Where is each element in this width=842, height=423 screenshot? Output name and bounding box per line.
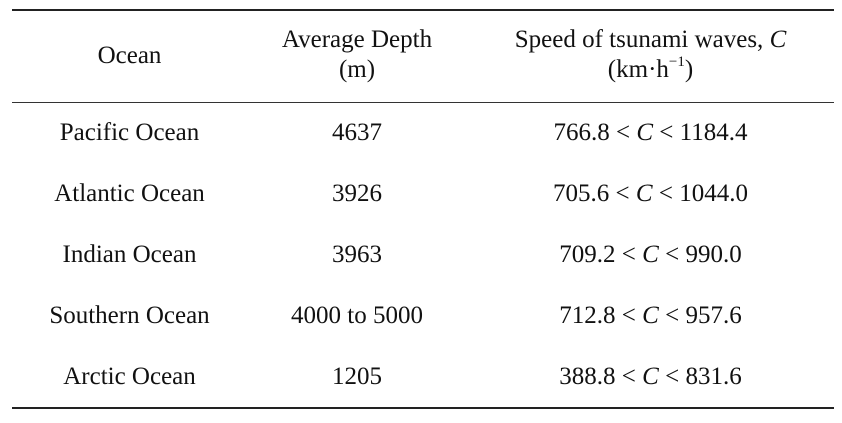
cell-depth: 1205 [332, 363, 382, 390]
speed-variable: C [642, 363, 659, 390]
speed-high: 957.6 [685, 302, 742, 329]
speed-variable: C [642, 241, 659, 268]
header-tsunami-speed-unit: (km·h−1) [467, 55, 834, 85]
cell-ocean: Atlantic Ocean [54, 180, 205, 207]
cell-depth: 4000 to 5000 [291, 302, 423, 329]
cell-speed-range: 709.2 < C < 990.0 [559, 241, 742, 268]
table-row: Atlantic Ocean 3926 705.6 < C < 1044.0 [12, 164, 834, 225]
cell-ocean: Arctic Ocean [63, 363, 196, 390]
header-average-depth: Average Depth (m) [247, 25, 467, 85]
table-row: Southern Ocean 4000 to 5000 712.8 < C < … [12, 286, 834, 347]
table-row: Pacific Ocean 4637 766.8 < C < 1184.4 [12, 103, 834, 164]
header-average-depth-unit: (m) [338, 56, 376, 83]
table-row: Indian Ocean 3963 709.2 < C < 990.0 [12, 225, 834, 286]
cell-ocean: Southern Ocean [49, 302, 210, 329]
speed-low: 388.8 [559, 363, 616, 390]
table-body: Pacific Ocean 4637 766.8 < C < 1184.4 At… [12, 103, 834, 408]
header-speed-unit-close: ) [684, 56, 694, 83]
cell-depth: 4637 [332, 119, 382, 146]
speed-variable: C [636, 119, 654, 146]
cell-speed-range: 766.8 < C < 1184.4 [553, 119, 748, 146]
speed-low: 766.8 [553, 119, 610, 146]
cell-depth: 3926 [332, 180, 382, 207]
speed-low: 705.6 [553, 180, 610, 207]
header-tsunami-speed-label: Speed of tsunami waves, C [467, 25, 834, 55]
ocean-tsunami-table: Ocean Average Depth (m) Speed of tsunami… [12, 9, 834, 409]
cell-speed-range: 712.8 < C < 957.6 [559, 302, 742, 329]
speed-variable: C [635, 180, 653, 207]
cell-ocean: Pacific Ocean [59, 119, 200, 146]
speed-low: 709.2 [559, 241, 616, 268]
table-row: Arctic Ocean 1205 388.8 < C < 831.6 [12, 347, 834, 408]
cell-speed-range: 388.8 < C < 831.6 [559, 363, 742, 390]
table-header-row: Ocean Average Depth (m) Speed of tsunami… [12, 11, 834, 103]
header-speed-variable: C [769, 26, 787, 53]
speed-variable: C [642, 302, 659, 329]
header-tsunami-speed: Speed of tsunami waves, C (km·h−1) [467, 25, 834, 85]
speed-high: 1044.0 [679, 180, 748, 207]
cell-speed-range: 705.6 < C < 1044.0 [553, 180, 748, 207]
cell-ocean: Indian Ocean [62, 241, 197, 268]
header-speed-unit-exponent: −1 [668, 54, 685, 70]
header-average-depth-label: Average Depth [281, 26, 433, 53]
cell-depth: 3963 [332, 241, 382, 268]
header-ocean: Ocean [97, 42, 162, 69]
header-speed-unit-text: (km·h [607, 56, 669, 83]
speed-high: 1184.4 [679, 119, 748, 146]
speed-high: 990.0 [685, 241, 742, 268]
speed-high: 831.6 [685, 363, 742, 390]
header-speed-text: Speed of tsunami waves, [514, 26, 770, 53]
speed-low: 712.8 [559, 302, 616, 329]
